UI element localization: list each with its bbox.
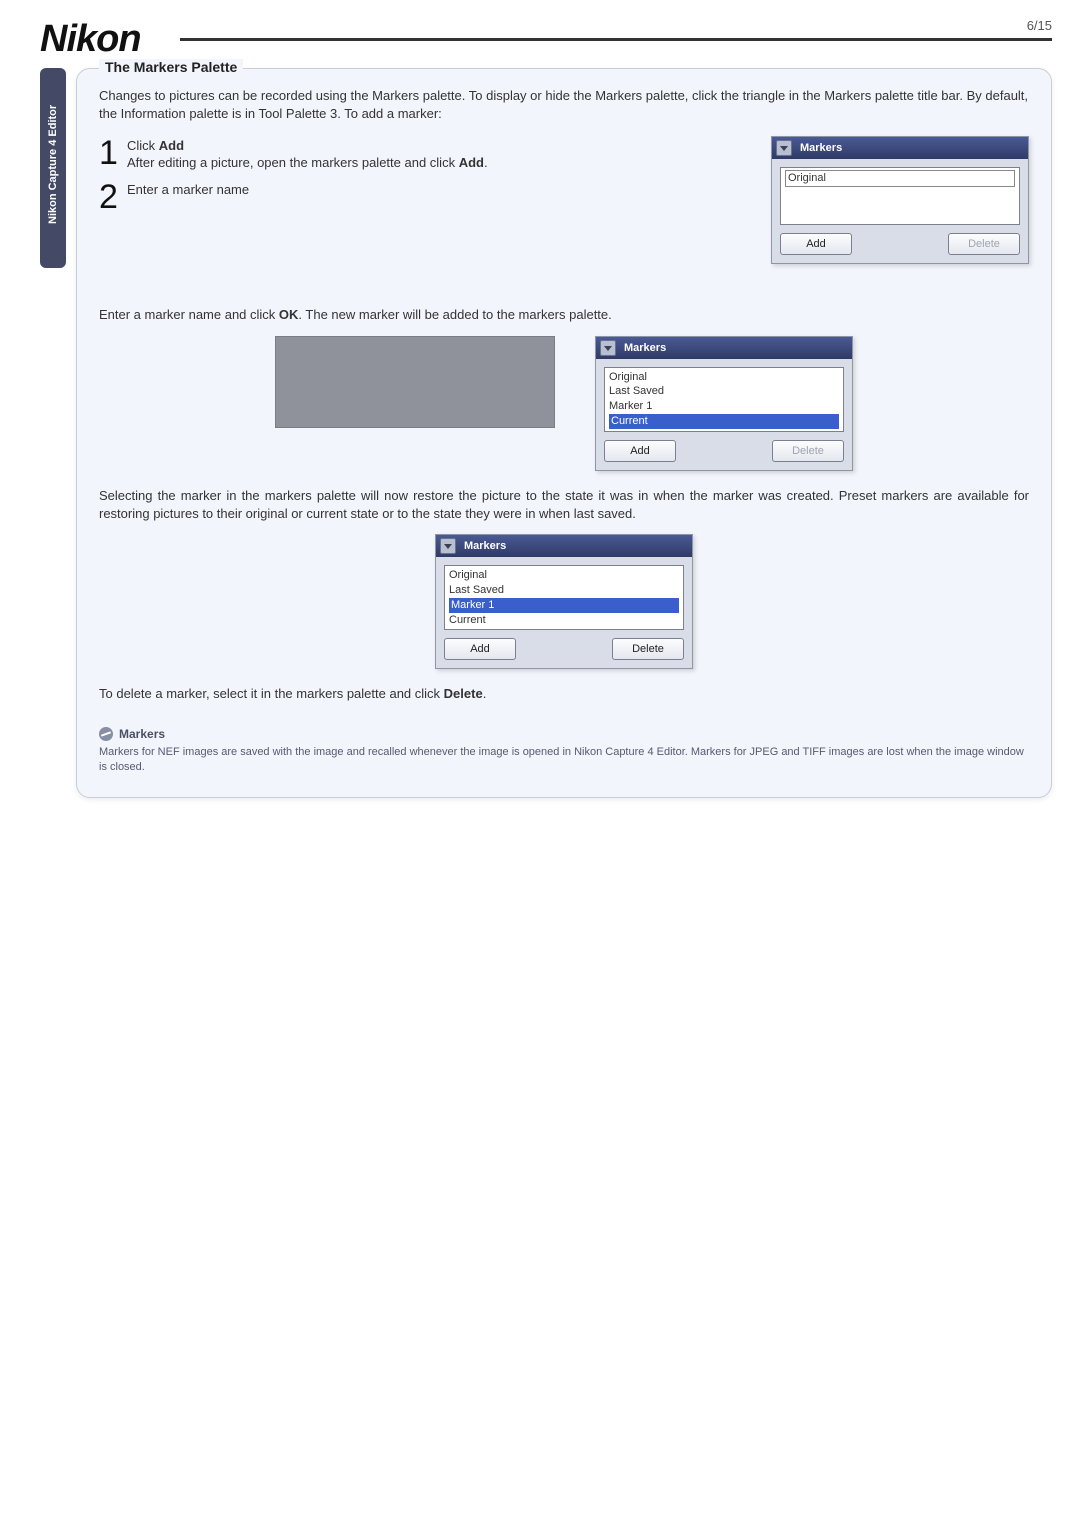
markers-palette-1-delete-button: Delete bbox=[948, 233, 1020, 255]
markers-palette-2-item-0[interactable]: Original bbox=[609, 370, 839, 385]
markers-palette-2-header[interactable]: Markers bbox=[596, 337, 852, 359]
step-1-number: 1 bbox=[99, 136, 127, 170]
markers-palette-1-header[interactable]: Markers bbox=[772, 137, 1028, 159]
note-body: Markers for NEF images are saved with th… bbox=[99, 745, 1029, 775]
panel-title: The Markers Palette bbox=[99, 59, 243, 75]
markers-palette-2-add-button[interactable]: Add bbox=[604, 440, 676, 462]
para-delete-bold: Delete bbox=[444, 686, 483, 701]
step1-line2-bold: Add bbox=[459, 155, 484, 170]
markers-palette-3-item-0[interactable]: Original bbox=[449, 568, 679, 583]
para-ok: Enter a marker name and click OK. The ne… bbox=[99, 306, 1029, 324]
markers-palette-3-header[interactable]: Markers bbox=[436, 535, 692, 557]
markers-palette-3-delete-button[interactable]: Delete bbox=[612, 638, 684, 660]
note-icon bbox=[99, 727, 113, 741]
markers-palette-3-item-3[interactable]: Current bbox=[449, 613, 679, 628]
markers-palette-2-item-3[interactable]: Current bbox=[609, 414, 839, 429]
markers-palette-panel: The Markers Palette Changes to pictures … bbox=[76, 68, 1052, 798]
markers-palette-3: Markers Original Last Saved Marker 1 Cur… bbox=[435, 534, 693, 669]
para-select: Selecting the marker in the markers pale… bbox=[99, 487, 1029, 522]
brand-logo: Nikon bbox=[40, 18, 141, 61]
brand-rule bbox=[180, 38, 1052, 41]
step1-line1-pre: Click bbox=[127, 138, 159, 153]
note-title: Markers bbox=[119, 727, 165, 741]
para-ok-bold: OK bbox=[279, 307, 299, 322]
markers-palette-2-item-1[interactable]: Last Saved bbox=[609, 384, 839, 399]
markers-palette-2-delete-button: Delete bbox=[772, 440, 844, 462]
markers-palette-3-item-1[interactable]: Last Saved bbox=[449, 583, 679, 598]
step-2-number: 2 bbox=[99, 180, 127, 214]
side-tab: Nikon Capture 4 Editor bbox=[40, 68, 66, 268]
markers-palette-3-item-2[interactable]: Marker 1 bbox=[449, 598, 679, 613]
palette3-row: Markers Original Last Saved Marker 1 Cur… bbox=[99, 534, 1029, 669]
step2-line1: Enter a marker name bbox=[127, 182, 249, 199]
markers-palette-2: Markers Original Last Saved Marker 1 Cur… bbox=[595, 336, 853, 471]
markers-palette-1-title: Markers bbox=[800, 142, 842, 154]
intro-text: Changes to pictures can be recorded usin… bbox=[99, 87, 1029, 122]
para-delete-post: . bbox=[483, 686, 487, 701]
note-section: Markers Markers for NEF images are saved… bbox=[99, 727, 1029, 775]
para-ok-pre: Enter a marker name and click bbox=[99, 307, 279, 322]
step1-line1-bold: Add bbox=[159, 138, 184, 153]
markers-palette-2-title: Markers bbox=[624, 342, 666, 354]
markers-palette-3-list[interactable]: Original Last Saved Marker 1 Current bbox=[444, 565, 684, 630]
markers-palette-2-item-2[interactable]: Marker 1 bbox=[609, 399, 839, 414]
markers-palette-1-add-button[interactable]: Add bbox=[780, 233, 852, 255]
step1-line2-pre: After editing a picture, open the marker… bbox=[127, 155, 459, 170]
para-ok-post: . The new marker will be added to the ma… bbox=[298, 307, 611, 322]
step1-line2-post: . bbox=[484, 155, 488, 170]
markers-palette-3-add-button[interactable]: Add bbox=[444, 638, 516, 660]
dialog-placeholder bbox=[275, 336, 555, 428]
row-dialog-and-palette: Markers Original Last Saved Marker 1 Cur… bbox=[99, 336, 1029, 471]
step-2-row: 2 Enter a marker name bbox=[99, 180, 1029, 214]
markers-palette-2-list[interactable]: Original Last Saved Marker 1 Current bbox=[604, 367, 844, 432]
para-delete: To delete a marker, select it in the mar… bbox=[99, 685, 1029, 703]
markers-palette-3-title: Markers bbox=[464, 540, 506, 552]
chevron-down-icon[interactable] bbox=[776, 140, 792, 156]
page-number: 6/15 bbox=[1027, 18, 1052, 33]
chevron-down-icon[interactable] bbox=[440, 538, 456, 554]
para-delete-pre: To delete a marker, select it in the mar… bbox=[99, 686, 444, 701]
chevron-down-icon[interactable] bbox=[600, 340, 616, 356]
